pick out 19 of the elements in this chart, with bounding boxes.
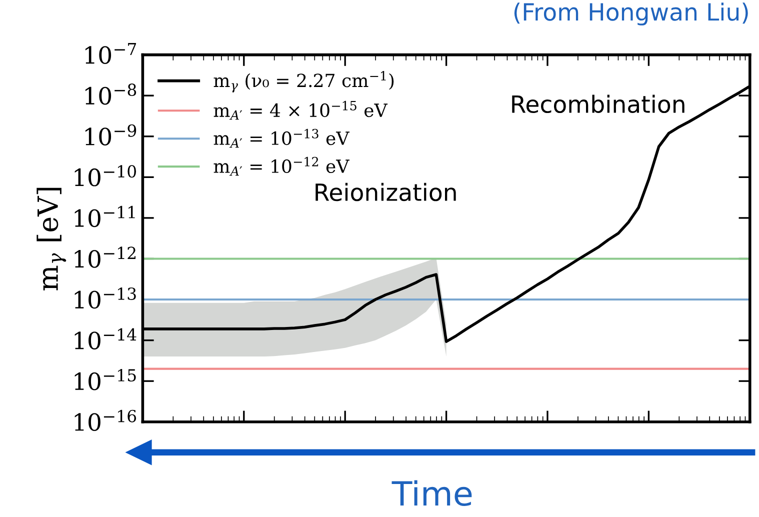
y-tick-label: 10$^{−7}$ — [85, 42, 136, 64]
y-tick-label: 10$^{−15}$ — [74, 369, 136, 390]
y-tick-label: 10$^{−16}$ — [74, 410, 136, 432]
y-tick-label: 10$^{−12}$ — [74, 246, 136, 268]
legend-label: m$_{γ}$ (ν₀ = 2.27 cm$^{−1}$) — [214, 71, 394, 92]
legend-label: m$_{A′}$ = 10$^{−13}$ eV — [214, 128, 350, 148]
y-tick-label: 10$^{−9}$ — [85, 124, 136, 146]
y-tick-label: 10$^{−10}$ — [74, 165, 136, 186]
y-tick-label: 10$^{−13}$ — [74, 287, 136, 309]
y-axis-title: m$_{γ}$ [eV] — [36, 188, 66, 290]
y-tick-label: 10$^{−11}$ — [74, 206, 135, 228]
annotation: Reionization — [316, 182, 456, 202]
legend-label: m$_{A′}$ = 4 × 10$^{−15}$ eV — [214, 100, 388, 120]
y-tick-label: 10$^{−14}$ — [74, 328, 136, 350]
y-tick-label: 10$^{−8}$ — [85, 84, 136, 105]
legend-label: m$_{A′}$ = 10$^{−12}$ eV — [214, 156, 350, 176]
x-axis-title: Time — [392, 480, 472, 506]
chart-title: (From Hongwan Liu) — [514, 2, 748, 26]
annotation: Recombination — [512, 94, 684, 114]
